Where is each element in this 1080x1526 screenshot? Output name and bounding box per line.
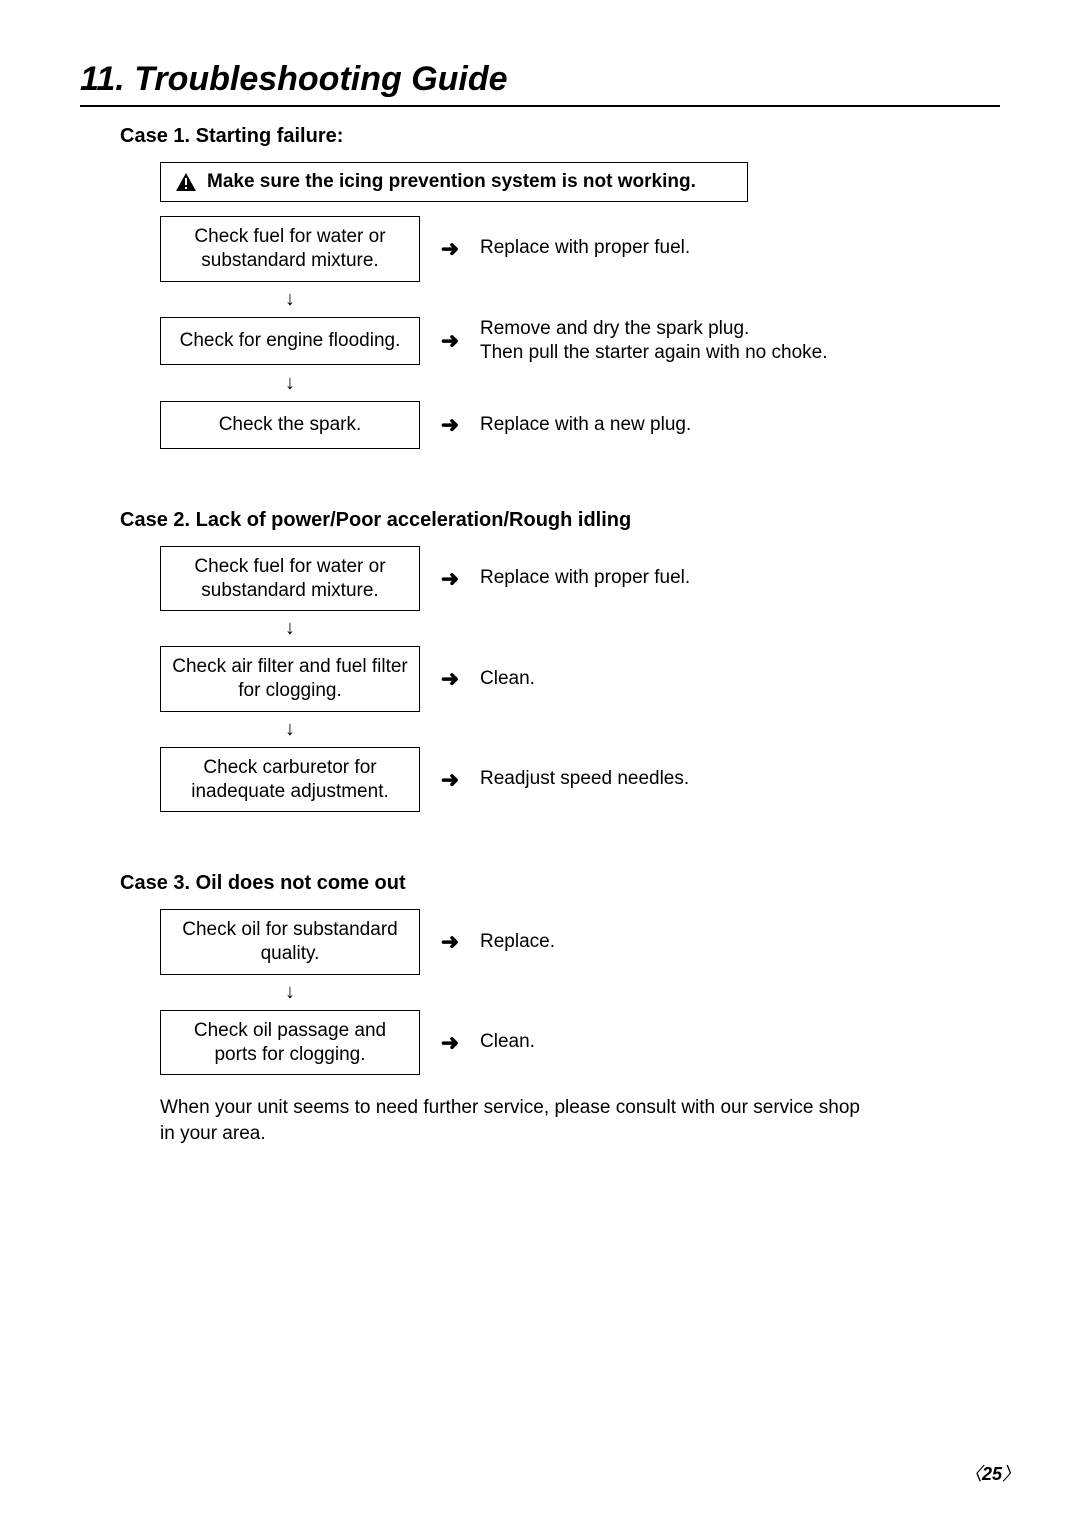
case-1-step-2: Check for engine flooding. ➜ Remove and …	[160, 317, 960, 366]
case-2-step-1: Check fuel for water or substandard mixt…	[160, 546, 960, 612]
arrow-down-icon: ↓	[160, 975, 420, 1010]
page-number: 〈25〉	[964, 1460, 1020, 1486]
arrow-down-icon: ↓	[160, 712, 420, 747]
case-3: Case 3. Oil does not come out Check oil …	[120, 872, 960, 1146]
footer-note: When your unit seems to need further ser…	[160, 1095, 960, 1146]
check-box: Check oil passage and ports for clogging…	[160, 1010, 420, 1076]
action-text: Replace with a new plug.	[480, 413, 691, 438]
check-box: Check fuel for water or substandard mixt…	[160, 546, 420, 612]
arrow-down-icon: ↓	[160, 611, 420, 646]
arrow-right-icon: ➜	[420, 566, 480, 592]
case-2-step-2: Check air filter and fuel filter for clo…	[160, 646, 960, 712]
arrow-right-icon: ➜	[420, 412, 480, 438]
check-box: Check fuel for water or substandard mixt…	[160, 216, 420, 282]
arrow-right-icon: ➜	[420, 929, 480, 955]
action-text: Readjust speed needles.	[480, 767, 689, 792]
check-box: Check for engine flooding.	[160, 317, 420, 365]
warning-icon	[175, 172, 197, 192]
case-1-step-3: Check the spark. ➜ Replace with a new pl…	[160, 401, 960, 449]
check-box: Check air filter and fuel filter for clo…	[160, 646, 420, 712]
case-2-heading: Case 2. Lack of power/Poor acceleration/…	[120, 509, 960, 532]
warning-box: Make sure the icing prevention system is…	[160, 162, 748, 202]
page-title: 11. Troubleshooting Guide	[80, 60, 1000, 99]
case-3-step-1: Check oil for substandard quality. ➜ Rep…	[160, 909, 960, 975]
case-1-heading: Case 1. Starting failure:	[120, 125, 960, 148]
action-text: Clean.	[480, 667, 535, 692]
arrow-right-icon: ➜	[420, 767, 480, 793]
check-box: Check oil for substandard quality.	[160, 909, 420, 975]
action-text: Replace.	[480, 930, 555, 955]
case-3-heading: Case 3. Oil does not come out	[120, 872, 960, 895]
arrow-right-icon: ➜	[420, 1030, 480, 1056]
action-text: Remove and dry the spark plug. Then pull…	[480, 317, 827, 366]
case-3-step-2: Check oil passage and ports for clogging…	[160, 1010, 960, 1076]
action-text: Clean.	[480, 1030, 535, 1055]
case-2: Case 2. Lack of power/Poor acceleration/…	[120, 509, 960, 813]
arrow-right-icon: ➜	[420, 666, 480, 692]
action-text: Replace with proper fuel.	[480, 566, 690, 591]
check-box: Check carburetor for inadequate adjustme…	[160, 747, 420, 813]
case-1: Case 1. Starting failure: Make sure the …	[120, 125, 960, 449]
arrow-down-icon: ↓	[160, 366, 420, 401]
arrow-right-icon: ➜	[420, 236, 480, 262]
title-divider	[80, 105, 1000, 107]
case-1-step-1: Check fuel for water or substandard mixt…	[160, 216, 960, 282]
action-text: Replace with proper fuel.	[480, 236, 690, 261]
arrow-down-icon: ↓	[160, 282, 420, 317]
case-2-step-3: Check carburetor for inadequate adjustme…	[160, 747, 960, 813]
warning-text: Make sure the icing prevention system is…	[207, 171, 696, 193]
page-number-value: 25	[982, 1464, 1002, 1484]
check-box: Check the spark.	[160, 401, 420, 449]
arrow-right-icon: ➜	[420, 328, 480, 354]
